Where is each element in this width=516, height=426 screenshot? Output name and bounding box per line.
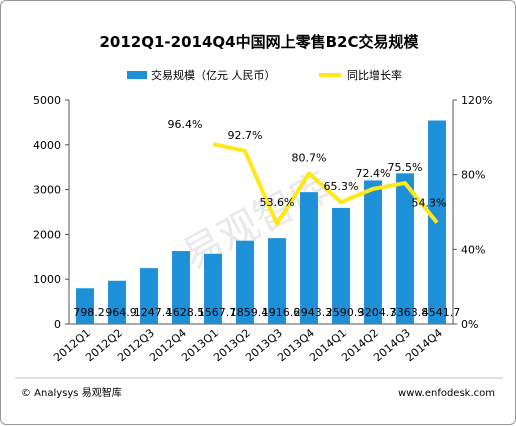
bar-value-label: 2943.3 bbox=[294, 306, 333, 319]
growth-value-label: 80.7% bbox=[292, 151, 327, 164]
bar-value-label: 798.2 bbox=[73, 306, 105, 319]
bar-value-label: 1247.4 bbox=[134, 306, 173, 319]
growth-value-label: 92.7% bbox=[228, 129, 263, 142]
legend-line-swatch bbox=[319, 73, 341, 77]
bar bbox=[396, 173, 414, 324]
bar bbox=[76, 288, 94, 324]
right-tick-label: 120% bbox=[461, 94, 492, 107]
bar bbox=[140, 268, 158, 324]
bar-value-label: 2590.9 bbox=[326, 306, 365, 319]
growth-line-path bbox=[212, 142, 439, 226]
bar bbox=[332, 207, 350, 324]
left-tick-label: 3000 bbox=[33, 184, 61, 197]
bar-value-label: 4541.7 bbox=[422, 306, 461, 319]
left-tick-label: 0 bbox=[54, 318, 61, 331]
left-tick-label: 2000 bbox=[33, 228, 61, 241]
bar-value-label: 1859.4 bbox=[230, 306, 269, 319]
bar bbox=[172, 251, 190, 324]
bars bbox=[76, 120, 446, 325]
bar bbox=[300, 192, 318, 324]
growth-value-label: 75.5% bbox=[388, 161, 423, 174]
growth-labels: 96.4% 92.7% 53.6% 80.7% 65.3%72.4%75.5% 54.3% bbox=[168, 118, 447, 210]
left-tick-label: 4000 bbox=[33, 139, 61, 152]
bar bbox=[204, 253, 222, 324]
growth-value-label: 96.4% bbox=[168, 118, 203, 131]
bar bbox=[364, 180, 382, 324]
left-tick-label: 5000 bbox=[33, 94, 61, 107]
chart-title: 2012Q1-2014Q4中国网上零售B2C交易规模 bbox=[100, 33, 420, 51]
bar bbox=[236, 240, 254, 324]
right-tick-label: 40% bbox=[461, 243, 485, 256]
legend-line-label: 同比增长率 bbox=[347, 68, 402, 82]
axes: 0 1000 2000 3000 4000 5000 0% 40% 80% 120% bbox=[33, 94, 492, 331]
growth-value-label: 72.4% bbox=[356, 167, 391, 180]
bar bbox=[108, 280, 126, 324]
bar-value-label: 3204.7 bbox=[358, 306, 397, 319]
x-tick-labels: 2012Q12012Q22012Q32012Q42013Q12013Q22013… bbox=[51, 326, 445, 364]
footer-url: www.enfodesk.com bbox=[398, 388, 495, 399]
legend: 交易规模（亿元 人民币） 同比增长率 bbox=[127, 68, 402, 82]
bar-value-label: 1628.5 bbox=[166, 306, 205, 319]
bar bbox=[268, 238, 286, 324]
left-tick-label: 1000 bbox=[33, 273, 61, 286]
bar-value-label: 3363.8 bbox=[390, 306, 429, 319]
bar-value-label: 964.9 bbox=[105, 306, 137, 319]
legend-bar-label: 交易规模（亿元 人民币） bbox=[151, 68, 276, 82]
bar-labels: 798.2 964.91247.41628.51567.71859.41916.6… bbox=[73, 306, 460, 319]
right-tick-label: 0% bbox=[461, 318, 478, 331]
growth-value-label: 53.6% bbox=[260, 196, 295, 209]
growth-value-label: 54.3% bbox=[412, 197, 447, 210]
right-tick-label: 80% bbox=[461, 169, 485, 182]
x-tick-label: 2014Q4 bbox=[403, 326, 445, 364]
footer-source: © Analysys 易观智库 bbox=[21, 386, 122, 399]
bar-value-label: 1567.7 bbox=[198, 306, 237, 319]
legend-bar-swatch bbox=[127, 71, 147, 79]
growth-line bbox=[212, 142, 439, 226]
growth-value-label: 65.3% bbox=[324, 180, 359, 193]
bar-value-label: 1916.6 bbox=[262, 306, 301, 319]
